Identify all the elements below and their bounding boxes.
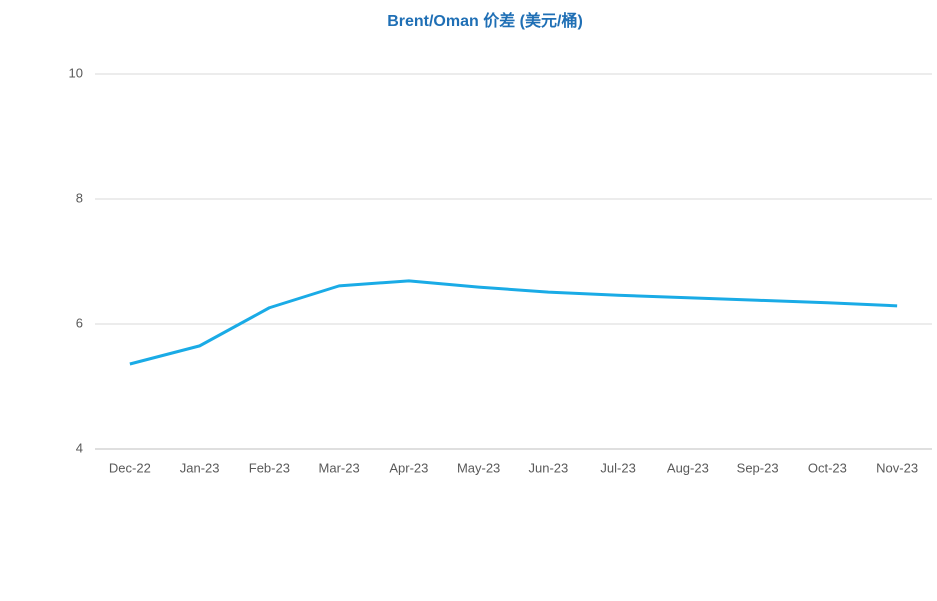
- x-tick-label: Jan-23: [180, 460, 220, 475]
- x-tick-label: Sep-23: [737, 460, 779, 475]
- data-line: [129, 279, 898, 366]
- x-tick-label: Oct-23: [808, 460, 847, 475]
- x-tick-label: Mar-23: [319, 460, 360, 475]
- x-tick-label: Nov-23: [876, 460, 918, 475]
- x-tick-label: Jul-23: [600, 460, 635, 475]
- x-tick-label: Feb-23: [249, 460, 290, 475]
- y-tick-label: 10: [69, 65, 83, 80]
- x-tick-label: May-23: [457, 460, 500, 475]
- x-tick-label: Jun-23: [529, 460, 569, 475]
- chart-title: Brent/Oman 价差 (美元/桶): [387, 11, 583, 30]
- x-tick-label: Aug-23: [667, 460, 709, 475]
- x-tick-label: Apr-23: [389, 460, 428, 475]
- y-tick-label: 4: [76, 440, 83, 455]
- y-tick-label: 6: [76, 315, 83, 330]
- y-tick-label: 8: [76, 190, 83, 205]
- x-tick-label: Dec-22: [109, 460, 151, 475]
